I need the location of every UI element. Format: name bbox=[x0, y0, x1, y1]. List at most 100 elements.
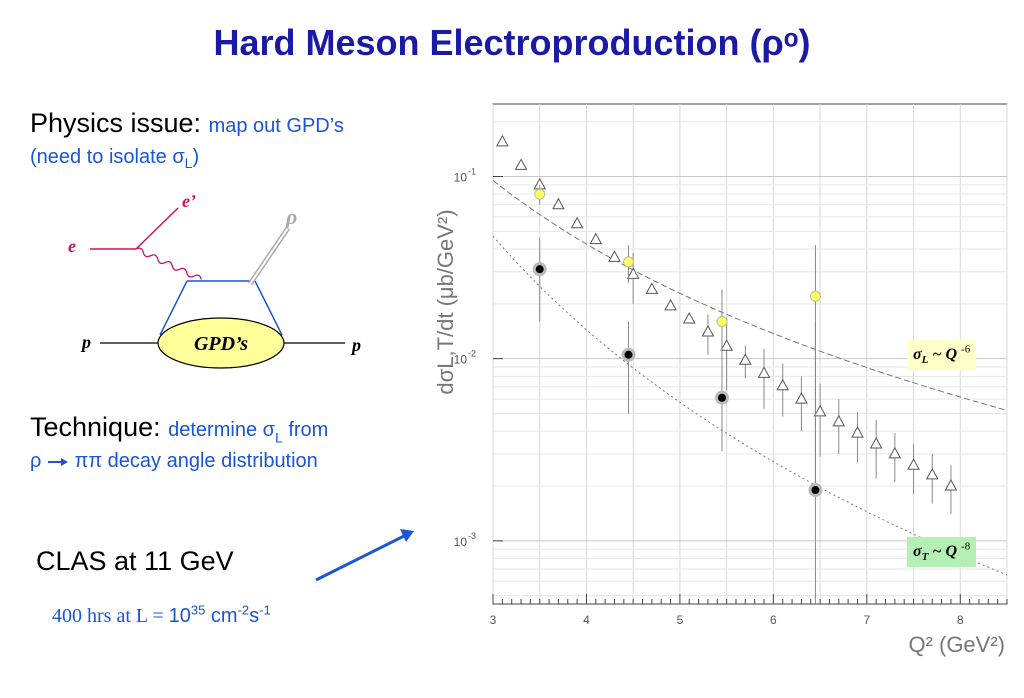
y-tick-label: 10 bbox=[454, 353, 468, 367]
gpd-blob bbox=[157, 317, 285, 369]
black-circle-point bbox=[624, 350, 633, 359]
hours-exp2: -1 bbox=[259, 602, 271, 618]
triangle-point bbox=[664, 298, 677, 311]
triangle-point bbox=[944, 478, 958, 491]
y-tick-label-exp: -3 bbox=[468, 531, 476, 541]
electron-out-line bbox=[135, 207, 179, 250]
pointer-arrow-icon bbox=[315, 529, 414, 582]
technique-text-post: from bbox=[282, 419, 329, 441]
hours-unit1: cm bbox=[205, 605, 238, 627]
p-out-label: p bbox=[350, 335, 361, 355]
x-tick-label: 7 bbox=[863, 613, 870, 627]
technique-text-pre: determine σ bbox=[168, 419, 275, 441]
handbag-right-line bbox=[254, 280, 283, 336]
fit-curve bbox=[492, 180, 1008, 411]
triangle-point bbox=[608, 250, 621, 262]
triangle-point bbox=[888, 446, 902, 459]
technique-line2-rest: ππ decay angle distribution bbox=[74, 450, 318, 472]
legend-t-sigma: σ bbox=[913, 543, 922, 560]
triangle-point bbox=[495, 134, 509, 147]
e-out-label: e’ bbox=[182, 191, 196, 211]
triangle-point bbox=[570, 216, 584, 229]
hours-exp1: -2 bbox=[237, 602, 250, 618]
legend-t-sub: T bbox=[921, 551, 929, 564]
clas-label: CLAS at 11 GeV bbox=[36, 546, 234, 576]
x-tick-label: 6 bbox=[770, 613, 777, 627]
triangle-point bbox=[776, 378, 790, 391]
legend-t-rest: ~ Q bbox=[928, 543, 962, 560]
axis-ticks: 3 4 5 6 7 810-110-210-3 bbox=[454, 166, 1008, 627]
arrow-icon bbox=[47, 457, 68, 466]
legend-t-exp: -8 bbox=[961, 540, 971, 553]
triangle-point bbox=[907, 458, 920, 470]
technique-rho: ρ bbox=[30, 450, 42, 472]
technique-label: Technique: bbox=[30, 412, 161, 442]
y-axis-label: dσL,T/dt (μb/GeV²) bbox=[433, 209, 458, 394]
y-tick-label-exp: -2 bbox=[468, 349, 476, 359]
physics-issue-label: Physics issue: bbox=[30, 108, 202, 138]
yellow-circle-point bbox=[534, 188, 546, 200]
triangle-point bbox=[682, 312, 696, 324]
triangle-point bbox=[589, 232, 603, 245]
page-title: Hard Meson Electroproduction (ρᵒ) bbox=[213, 22, 811, 63]
legend-l-sub: L bbox=[921, 354, 929, 367]
hours-pre: 400 hrs at L = bbox=[52, 605, 169, 627]
gpd-diagram: GPD’s e e’ ρ p p bbox=[68, 191, 361, 369]
rho-label: ρ bbox=[285, 204, 297, 229]
physics-issue-text: map out GPD’s bbox=[208, 115, 344, 137]
handbag-left-line bbox=[159, 280, 188, 336]
yellow-circle-point bbox=[623, 256, 635, 268]
hours-exp: 35 bbox=[190, 602, 206, 618]
black-circle-point bbox=[811, 486, 820, 495]
triangle-point bbox=[832, 414, 846, 427]
triangle-point bbox=[552, 197, 565, 210]
y-tick-label: 10 bbox=[454, 170, 468, 184]
gpd-label: GPD’s bbox=[194, 333, 248, 355]
x-tick-label: 3 bbox=[490, 613, 497, 627]
triangle-point bbox=[925, 467, 939, 480]
hours-base: 10 bbox=[168, 605, 191, 627]
black-circle-point bbox=[535, 265, 544, 274]
cross-section-chart: 3 4 5 6 7 810-110-210-3 Q² (GeV²) dσL,T/dt (μ… bbox=[433, 103, 1008, 657]
triangle-point bbox=[851, 426, 864, 438]
x-tick-label: 8 bbox=[957, 613, 964, 627]
physics-issue-line2-post: ) bbox=[192, 146, 200, 168]
technique-line2: ρ ππ decay angle distribution bbox=[30, 450, 318, 473]
e-in-label: e bbox=[68, 236, 76, 256]
luminosity-text: 400 hrs at L = 1035 cm-2s-1 bbox=[52, 602, 271, 628]
data-points bbox=[495, 134, 958, 604]
y-tick-label: 10 bbox=[454, 535, 468, 549]
triangle-point bbox=[795, 392, 808, 404]
legend-l-sigma: σ bbox=[913, 346, 922, 363]
legend-l-exp: -6 bbox=[961, 343, 971, 356]
legend-l-rest: ~ Q bbox=[928, 346, 962, 363]
triangle-point bbox=[757, 366, 771, 378]
triangle-point bbox=[720, 339, 733, 351]
p-in-label: p bbox=[80, 332, 91, 352]
technique-line: Technique: determine σL from bbox=[30, 412, 329, 444]
triangle-point bbox=[738, 353, 752, 365]
hours-unit2: s bbox=[249, 605, 260, 627]
triangle-point bbox=[813, 404, 827, 417]
x-tick-label: 4 bbox=[583, 613, 590, 627]
physics-issue-line2-pre: (need to isolate σ bbox=[30, 146, 185, 168]
photon-line bbox=[135, 247, 202, 280]
yellow-circle-point bbox=[809, 290, 821, 302]
triangle-point bbox=[869, 436, 883, 449]
triangle-point bbox=[514, 158, 528, 170]
black-circle-point bbox=[717, 393, 726, 402]
legend-sigma-t: σT ~ Q -8 bbox=[907, 537, 977, 567]
triangle-point bbox=[626, 267, 640, 279]
triangle-point bbox=[701, 325, 715, 337]
grid bbox=[492, 104, 1008, 604]
legend-sigma-l: σL ~ Q -6 bbox=[907, 340, 977, 370]
yellow-circle-point bbox=[716, 315, 728, 327]
x-tick-label: 5 bbox=[677, 613, 684, 627]
physics-issue-line: Physics issue: map out GPD’s bbox=[30, 108, 344, 139]
y-tick-label-exp: -1 bbox=[468, 166, 476, 176]
physics-issue-line2-sub: L bbox=[184, 155, 193, 171]
physics-issue-line2: (need to isolate σL) bbox=[30, 146, 200, 171]
triangle-point bbox=[645, 282, 659, 294]
fit-curves bbox=[492, 180, 1008, 576]
x-axis-label: Q² (GeV²) bbox=[908, 632, 1005, 657]
